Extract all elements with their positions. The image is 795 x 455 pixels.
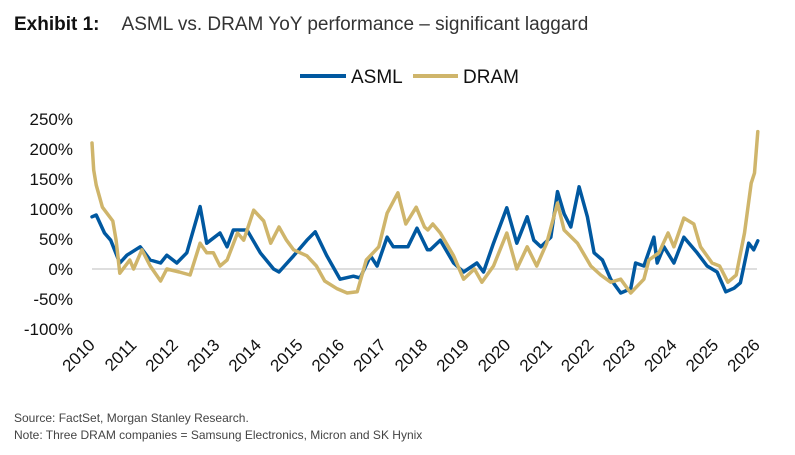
y-tick-label: 100% — [30, 200, 73, 219]
x-tick-label: 2011 — [101, 335, 140, 374]
y-tick-label: 150% — [30, 170, 73, 189]
x-tick-label: 2010 — [59, 335, 99, 375]
chart-title: Exhibit 1: ASML vs. DRAM YoY performance … — [14, 14, 588, 36]
x-tick-label: 2013 — [183, 335, 223, 375]
footnote: Note: Three DRAM companies = Samsung Ele… — [14, 428, 423, 442]
x-tick-label: 2023 — [599, 335, 639, 375]
exhibit-label: Exhibit 1: — [14, 14, 100, 35]
y-tick-label: 0% — [48, 260, 73, 279]
legend-label: ASML — [351, 67, 403, 88]
legend: ASML DRAM — [300, 67, 519, 88]
y-tick-label: 200% — [30, 140, 73, 159]
x-axis: 2010 2011 2012 2013 2014 2015 2016 2017 2018 2019… — [59, 335, 764, 375]
y-tick-label: 250% — [30, 110, 73, 129]
x-tick-label: 2022 — [557, 335, 597, 375]
x-tick-label: 2019 — [433, 335, 473, 375]
x-tick-label: 2016 — [308, 335, 348, 375]
y-axis: 250% 200% 150% 100% 50% 0% -50% -100% — [24, 110, 73, 339]
series-line-dram — [90, 129, 760, 295]
y-tick-label: -100% — [24, 320, 73, 339]
legend-label: DRAM — [463, 67, 519, 88]
x-tick-label: 2025 — [682, 335, 722, 375]
y-tick-label: -50% — [33, 290, 73, 309]
x-tick-label: 2020 — [474, 335, 514, 375]
x-tick-label: 2021 — [516, 335, 556, 375]
series-line-asml — [90, 185, 760, 295]
title-text: ASML vs. DRAM YoY performance – signific… — [121, 14, 589, 35]
x-tick-label: 2024 — [641, 335, 681, 375]
x-tick-label: 2012 — [142, 335, 182, 375]
series-lines — [90, 129, 760, 295]
x-tick-label: 2026 — [724, 335, 764, 375]
x-tick-label: 2017 — [350, 335, 390, 375]
source-note: Source: FactSet, Morgan Stanley Research… — [14, 411, 249, 425]
x-tick-label: 2015 — [266, 335, 306, 375]
x-tick-label: 2018 — [391, 335, 431, 375]
x-tick-label: 2014 — [225, 335, 265, 375]
y-tick-label: 50% — [39, 230, 73, 249]
